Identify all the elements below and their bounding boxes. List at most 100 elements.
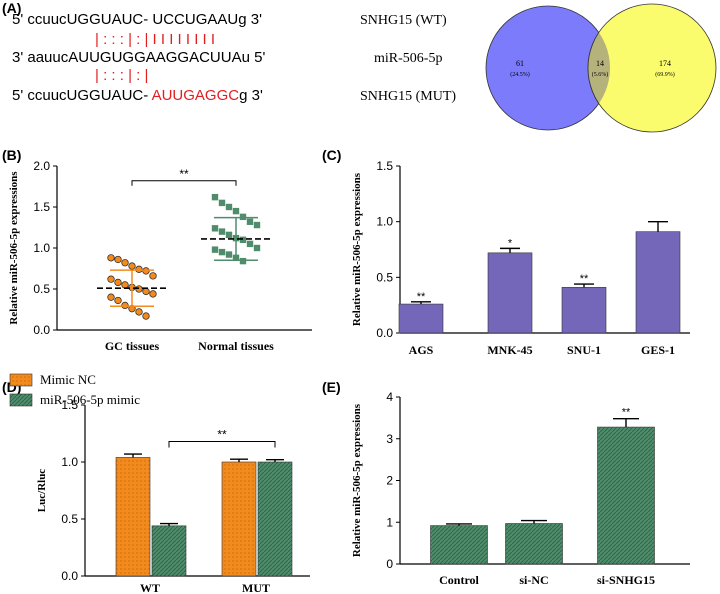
data-point <box>149 290 157 298</box>
significance-mark: * <box>508 237 513 249</box>
bar <box>635 231 681 334</box>
y-tick-label: 1.5 <box>33 200 50 214</box>
data-point <box>142 312 150 320</box>
mirna-label: miR-506-5p <box>374 51 442 66</box>
chart-b: 0.0 0.5 1.0 1.5 2.0 Relative miR-506-5p expre… <box>8 159 312 353</box>
chart-d: 0.0 0.5 1.0 1.5 Luc/Rluc WT MUT ** Mimic NC miR-5… <box>9 372 310 594</box>
legend-label: miR-506-5p mimic <box>40 392 140 407</box>
y-axis-label: Luc/Rluc <box>36 469 48 513</box>
data-point <box>253 244 261 252</box>
bar <box>505 523 563 565</box>
y-tick-label: 0.0 <box>61 569 78 583</box>
data-point <box>218 199 226 207</box>
y-tick-label: 1 <box>386 515 393 529</box>
mutated-bases: AUUGAGGC <box>152 87 240 104</box>
significance-mark: ** <box>417 291 426 303</box>
significance-mark: ** <box>179 167 189 181</box>
bar <box>430 525 488 565</box>
data-point <box>135 308 143 316</box>
bar <box>257 461 293 577</box>
data-point <box>149 272 157 280</box>
data-point <box>121 281 129 289</box>
data-point <box>107 293 115 301</box>
y-tick-label: 0.0 <box>376 326 393 340</box>
mut-sequence: 5' ccuucUGGUAUC- AUUGAGGCg 3' <box>12 87 263 104</box>
venn-diagram: 61 (24.5%) 14 (5.6%) 174 (69.9%) <box>485 3 717 133</box>
data-point <box>246 218 254 225</box>
x-category-label: SNU-1 <box>567 343 601 357</box>
data-point <box>114 296 122 305</box>
sequence-alignment: 5' ccuucUGGUAUC- UCCUGAAUg 3' SNHG15 (WT… <box>12 11 456 104</box>
data-point <box>107 275 115 283</box>
mirna-sequence: 3' aauucAUUGUGGAAGGACUUAu 5' <box>12 49 265 66</box>
data-point <box>253 221 261 229</box>
data-point <box>239 213 247 221</box>
panel-label-a: (A) <box>2 0 21 16</box>
x-category-label: si-SNHG15 <box>597 573 655 587</box>
significance-mark: ** <box>217 427 227 441</box>
bar <box>597 426 655 565</box>
wt-sequence: 5' ccuucUGGUAUC- UCCUGAAUg 3' <box>12 11 262 28</box>
bar <box>398 303 444 334</box>
data-point <box>225 231 233 239</box>
panel-label-e: (E) <box>322 379 341 395</box>
data-point <box>225 203 233 211</box>
data-point <box>107 254 115 262</box>
y-tick-label: 0.5 <box>33 282 50 296</box>
data-point <box>211 193 219 201</box>
bar <box>115 457 151 577</box>
significance-mark: ** <box>622 407 631 419</box>
data-point <box>121 301 129 310</box>
x-category-label: si-NC <box>519 573 548 587</box>
y-tick-label: 2.0 <box>33 159 50 173</box>
data-point <box>211 225 219 232</box>
data-point <box>232 207 240 215</box>
pairing-bottom: | : : : | : | <box>95 67 148 84</box>
significance-mark: ** <box>580 273 589 285</box>
y-tick-label: 0 <box>386 557 393 571</box>
y-tick-label: 3 <box>386 432 393 446</box>
x-category-label: Normal tissues <box>198 339 274 353</box>
data-point <box>135 285 143 293</box>
y-tick-label: 2 <box>386 474 393 488</box>
y-axis-label: Relative miR-506-5p expressions <box>351 172 363 326</box>
data-point <box>128 262 136 270</box>
x-category-label: AGS <box>409 343 434 357</box>
significance-bracket <box>168 440 276 448</box>
data-point <box>246 240 254 248</box>
data-point <box>218 248 226 256</box>
significance-bracket <box>131 180 237 186</box>
y-tick-label: 1.0 <box>376 215 393 229</box>
y-tick-label: 1.5 <box>61 398 78 412</box>
venn-left-pct: (24.5%) <box>510 71 530 78</box>
x-category-label: MNK-45 <box>487 343 532 357</box>
data-point <box>142 267 150 275</box>
data-point <box>114 255 122 264</box>
venn-left-count: 61 <box>516 59 524 68</box>
y-tick-label: 4 <box>386 390 393 404</box>
y-axis-label: Relative miR-506-5p expressions <box>351 403 363 557</box>
data-point <box>211 246 219 253</box>
venn-right-count: 174 <box>659 59 671 68</box>
y-tick-label: 1.0 <box>33 241 50 255</box>
x-category-label: GES-1 <box>641 343 675 357</box>
chart-c: 0.0 0.5 1.0 1.5 Relative miR-506-5p expressi… <box>351 159 690 357</box>
legend-swatch <box>9 373 33 387</box>
venn-right-pct: (69.9%) <box>655 71 675 78</box>
data-point <box>121 259 129 267</box>
venn-overlap-pct: (5.6%) <box>592 71 609 78</box>
bar <box>561 287 607 334</box>
y-axis-label: Relative miR-506-5p expressions <box>8 171 20 325</box>
x-category-label: GC tissues <box>105 339 160 353</box>
data-point <box>142 287 150 296</box>
data-point <box>218 228 226 235</box>
x-category-label: WT <box>140 581 160 594</box>
data-point <box>114 278 122 287</box>
venn-overlap <box>587 6 610 130</box>
data-point <box>239 236 247 243</box>
y-tick-label: 0.0 <box>33 323 50 337</box>
y-tick-label: 1.5 <box>376 159 393 173</box>
chart-e: 0 1 2 3 4 Relative miR-506-5p expressions Cont… <box>351 390 690 587</box>
mut-label: SNHG15 (MUT) <box>360 89 456 104</box>
